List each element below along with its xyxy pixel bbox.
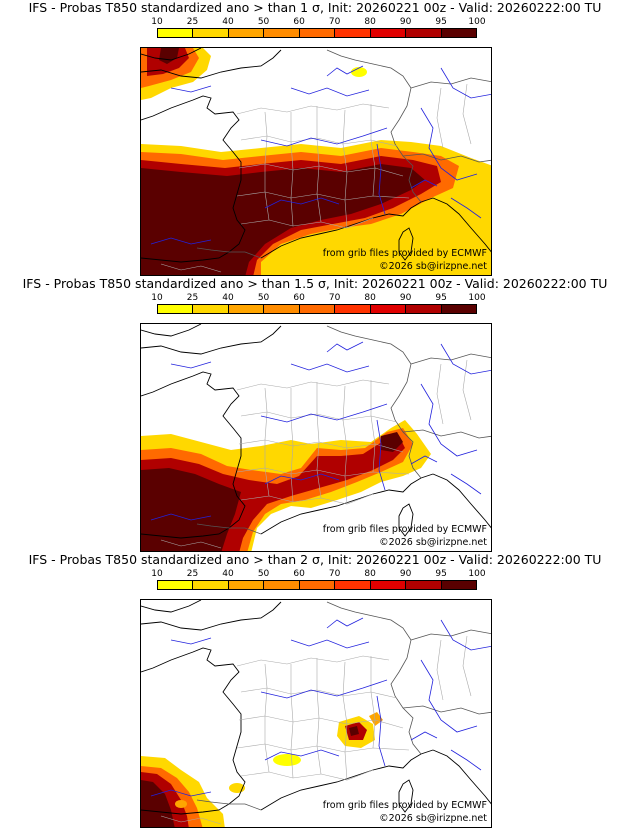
scale-label: 60 — [293, 293, 305, 303]
color-bin — [406, 305, 442, 313]
scale-label: 70 — [328, 17, 341, 27]
probability-field — [141, 712, 383, 827]
color-bin — [228, 581, 265, 589]
scale-label: 10 — [151, 569, 163, 579]
color-bin — [158, 305, 194, 313]
scale-label: 40 — [222, 569, 234, 579]
scale-label: 25 — [186, 293, 199, 303]
source-credit: from grib files provided by ECMWF — [322, 248, 487, 259]
color-bin — [158, 581, 194, 589]
probability-map: from grib files provided by ECMWF ©2026 … — [140, 323, 492, 552]
scale-label: 70 — [328, 569, 341, 579]
color-bin — [299, 305, 336, 313]
scale-label: 50 — [257, 569, 270, 579]
scale-label: 100 — [468, 293, 486, 303]
color-scale: 10 25 40 50 60 70 80 90 95 100 — [151, 17, 486, 42]
panel-2sigma: IFS - Probas T850 standardized ano > tha… — [0, 552, 630, 828]
color-bin — [335, 581, 371, 589]
color-bin — [441, 29, 476, 37]
color-bin — [335, 29, 371, 37]
color-bar — [157, 304, 477, 314]
color-bin — [299, 29, 336, 37]
panel-1-5sigma: IFS - Probas T850 standardized ano > tha… — [0, 276, 630, 552]
color-bin — [370, 305, 407, 313]
probability-map: from grib files provided by ECMWF ©2026 … — [140, 47, 492, 276]
color-bin — [299, 581, 336, 589]
scale-label: 40 — [222, 17, 234, 27]
color-bin — [441, 305, 476, 313]
probability-map: from grib files provided by ECMWF ©2026 … — [140, 599, 492, 828]
scale-label: 95 — [435, 293, 447, 303]
source-credit: from grib files provided by ECMWF — [322, 524, 487, 535]
color-scale: 10 25 40 50 60 70 80 90 95 100 — [151, 293, 486, 318]
map-canvas — [141, 600, 491, 827]
scale-label: 10 — [151, 17, 163, 27]
scale-label: 80 — [364, 293, 376, 303]
scale-label: 90 — [399, 17, 412, 27]
panel-title: IFS - Probas T850 standardized ano > tha… — [22, 276, 608, 291]
scale-label: 95 — [435, 17, 447, 27]
color-bin — [193, 29, 229, 37]
scale-label: 50 — [257, 17, 270, 27]
scale-label: 60 — [293, 17, 305, 27]
copyright-credit: ©2026 sb@irizpne.net — [379, 813, 487, 824]
color-bin — [370, 581, 407, 589]
source-credit: from grib files provided by ECMWF — [322, 800, 487, 811]
scale-label: 80 — [364, 569, 376, 579]
scale-label: 70 — [328, 293, 341, 303]
panel-title: IFS - Probas T850 standardized ano > tha… — [28, 552, 602, 567]
scale-label: 40 — [222, 293, 234, 303]
panel-title: IFS - Probas T850 standardized ano > tha… — [28, 0, 602, 15]
color-bar — [157, 580, 477, 590]
scale-label: 60 — [293, 569, 305, 579]
scale-label: 80 — [364, 17, 376, 27]
scale-label: 25 — [186, 17, 199, 27]
map-canvas — [141, 324, 491, 551]
copyright-credit: ©2026 sb@irizpne.net — [379, 537, 487, 548]
scale-label: 25 — [186, 569, 199, 579]
scale-label: 95 — [435, 569, 447, 579]
color-bin — [193, 581, 229, 589]
scale-label: 90 — [399, 293, 412, 303]
scale-label: 100 — [468, 569, 486, 579]
scale-label: 90 — [399, 569, 412, 579]
color-bin — [335, 305, 371, 313]
probability-field — [141, 48, 491, 275]
color-bin — [228, 305, 265, 313]
scale-label: 100 — [468, 17, 486, 27]
color-scale: 10 25 40 50 60 70 80 90 95 100 — [151, 569, 486, 594]
color-bin — [406, 29, 442, 37]
color-bar — [157, 28, 477, 38]
color-bin — [406, 581, 442, 589]
probability-field — [141, 420, 431, 551]
map-canvas — [141, 48, 491, 275]
color-bin — [264, 29, 300, 37]
scale-label: 50 — [257, 293, 270, 303]
color-bin — [264, 305, 300, 313]
color-bin — [193, 305, 229, 313]
copyright-credit: ©2026 sb@irizpne.net — [379, 261, 487, 272]
color-bin — [158, 29, 194, 37]
scale-label: 10 — [151, 293, 163, 303]
color-bin — [264, 581, 300, 589]
panel-1sigma: IFS - Probas T850 standardized ano > tha… — [0, 0, 630, 276]
color-bin — [228, 29, 265, 37]
color-bin — [370, 29, 407, 37]
color-bin — [441, 581, 476, 589]
